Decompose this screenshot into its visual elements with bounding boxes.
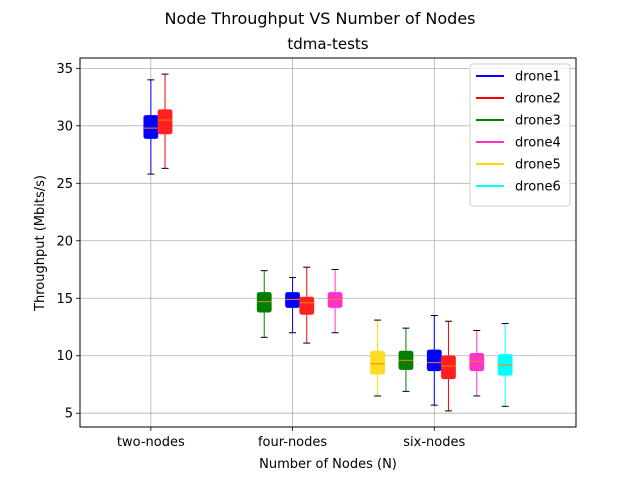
box-drone4-six-nodes (469, 329, 485, 397)
x-tick-label: four-nodes (258, 435, 327, 450)
box-drone4-four-nodes (327, 269, 343, 334)
box-iqr (370, 350, 386, 375)
y-tick-label: 35 (56, 62, 73, 77)
legend-label: drone5 (515, 158, 561, 173)
y-tick-label: 25 (56, 177, 73, 192)
chart-title: Node Throughput VS Number of Nodes (164, 9, 475, 28)
box-iqr (327, 292, 343, 308)
box-iqr (256, 292, 272, 313)
legend-label: drone6 (515, 180, 561, 195)
x-axis: two-nodes four-nodes six-nodes (117, 427, 465, 450)
box-drone2-four-nodes (299, 266, 315, 344)
legend-entry-drone1: drone1 (476, 70, 561, 85)
box-drone1-two-nodes (143, 79, 159, 175)
legend-entry-drone5: drone5 (476, 158, 561, 173)
x-axis-label: Number of Nodes (N) (259, 457, 397, 472)
legend-entry-drone2: drone2 (476, 92, 561, 107)
y-axis-label: Throughput (Mbits/s) (33, 175, 48, 312)
y-tick-label: 10 (56, 349, 73, 364)
plot-area-frame (79, 57, 577, 428)
box-drone3-six-nodes (398, 327, 414, 392)
y-axis: 5 10 15 20 25 30 35 (56, 62, 80, 422)
y-tick-label: 15 (56, 292, 73, 307)
box-iqr (426, 349, 442, 372)
legend-entry-drone4: drone4 (476, 136, 561, 151)
box-drone2-two-nodes (157, 73, 173, 169)
legend-label: drone2 (515, 92, 561, 107)
box-drone2-six-nodes (441, 320, 456, 412)
y-tick-label: 5 (65, 407, 73, 422)
box-drone6-six-nodes (497, 323, 513, 407)
chart-subtitle: tdma-tests (287, 35, 368, 53)
box-drone3-four-nodes (256, 270, 272, 338)
box-iqr (469, 353, 485, 372)
legend-label: drone4 (515, 136, 561, 151)
y-tick-label: 30 (56, 119, 73, 134)
box-drone1-six-nodes (426, 314, 442, 406)
box-drone5-six-nodes (370, 319, 386, 397)
x-tick-label: six-nodes (403, 435, 465, 450)
x-tick-label: two-nodes (117, 435, 185, 450)
legend-frame (469, 63, 571, 207)
legend-entry-drone6: drone6 (476, 180, 561, 195)
box-drone1-four-nodes (285, 277, 300, 334)
legend-entry-drone3: drone3 (476, 114, 561, 129)
box-iqr (441, 355, 456, 380)
legend-label: drone3 (515, 114, 561, 129)
legend-label: drone1 (515, 70, 561, 85)
box-iqr (143, 115, 159, 139)
legend: drone1 drone2 drone3 drone4 drone5 drone6 (469, 63, 571, 207)
box-series (143, 73, 513, 412)
box-iqr (285, 292, 300, 308)
box-iqr (299, 296, 315, 315)
y-tick-label: 20 (56, 234, 73, 249)
box-iqr (157, 109, 173, 135)
